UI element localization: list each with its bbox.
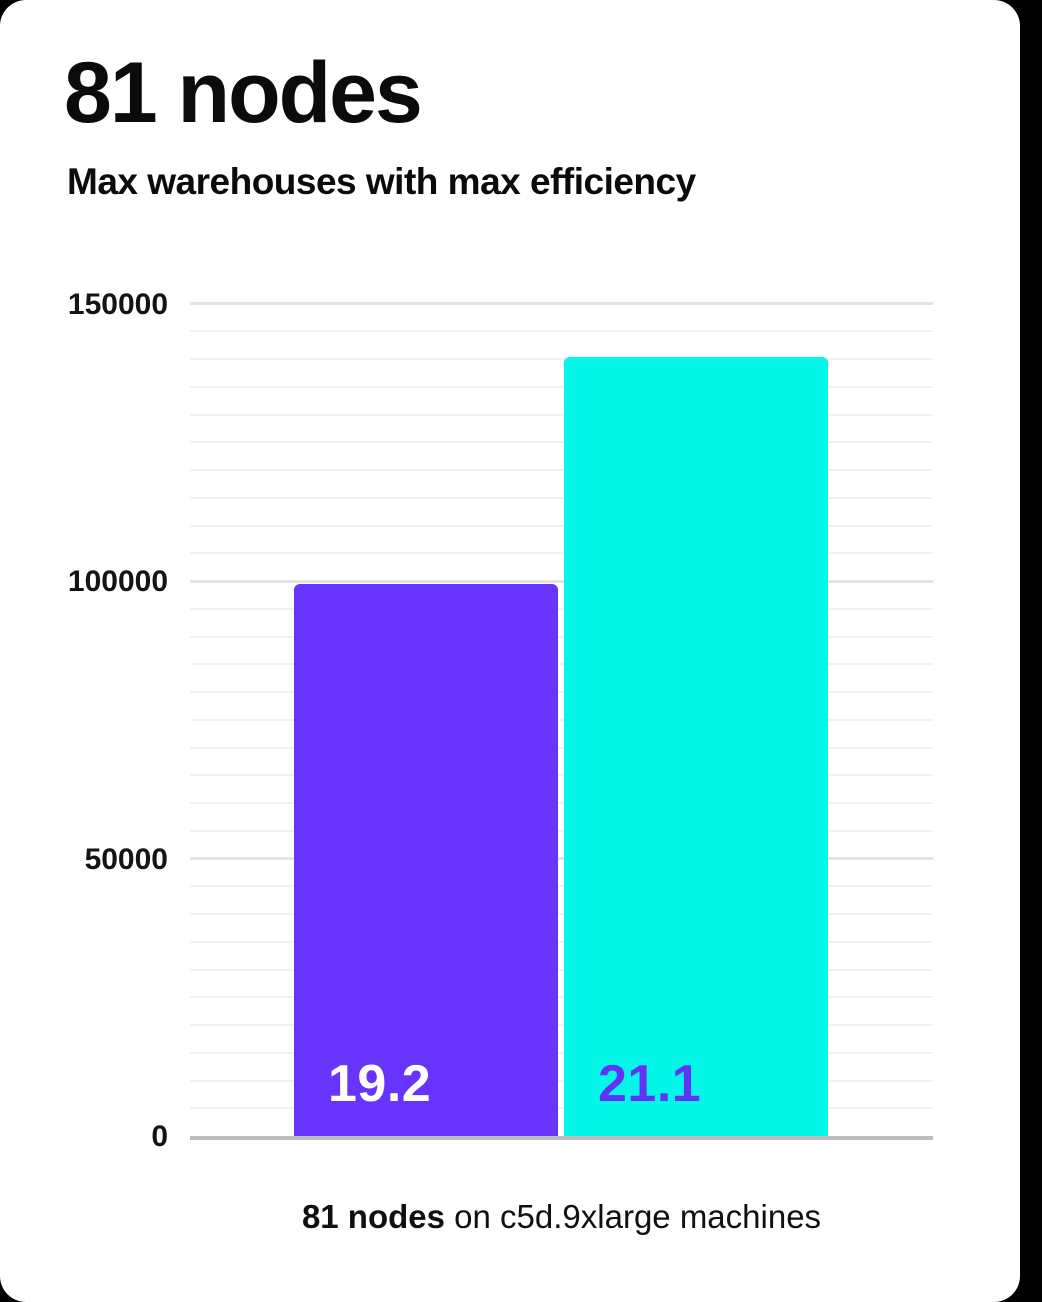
minor-gridline [190,469,933,471]
bar-1-value-label: 19.2 [328,1054,432,1113]
caption-bold-text: 81 nodes [301,1198,445,1235]
minor-gridline [190,1079,933,1082]
minor-gridline [190,552,933,555]
minor-gridline [190,607,933,610]
minor-gridline [190,718,933,721]
minor-gridline [190,802,933,804]
minor-gridline [190,330,933,333]
minor-gridline [190,663,933,666]
minor-gridline [190,635,933,638]
minor-gridline [190,441,933,444]
major-gridline [190,302,933,305]
y-axis-tick-label: 150000 [67,287,168,321]
chart-title: 81 nodes [64,45,423,141]
chart-caption: 81 nodes on c5d.9xlarge machines [190,1196,933,1239]
bar-2-value-label: 21.1 [598,1054,702,1113]
minor-gridline [190,913,933,915]
major-gridline [190,579,933,583]
bar-2: 21.1 [564,357,828,1136]
minor-gridline [190,774,933,777]
minor-gridline [190,829,933,832]
minor-gridline [190,358,933,360]
y-axis-tick-label: 0 [151,1120,168,1153]
minor-gridline [190,413,933,416]
caption-regular-text: on c5d.9xlarge machines [445,1198,822,1235]
minor-gridline [190,496,933,499]
minor-gridline [190,385,933,388]
y-axis-tick-label: 50000 [84,842,168,876]
major-gridline [190,857,933,860]
bar-1: 19.2 [294,583,558,1136]
bar-chart: 0 50000 100000 150000 19.2 21.1 [67,287,933,1153]
x-axis-line [190,1136,933,1140]
minor-gridline [190,996,933,999]
minor-gridline [190,940,933,943]
minor-gridline [190,885,933,888]
minor-gridline [190,524,933,527]
chart-subtitle: Max warehouses with max efficiency [67,161,696,202]
y-axis-tick-label: 100000 [67,565,168,598]
minor-gridline [190,746,933,749]
chart-card: 81 nodes Max warehouses with max efficie… [0,0,1020,1302]
minor-gridline [190,1051,933,1054]
minor-gridline [190,968,933,971]
minor-gridline [190,691,933,693]
minor-gridline [190,1107,933,1110]
minor-gridline [190,1024,933,1026]
